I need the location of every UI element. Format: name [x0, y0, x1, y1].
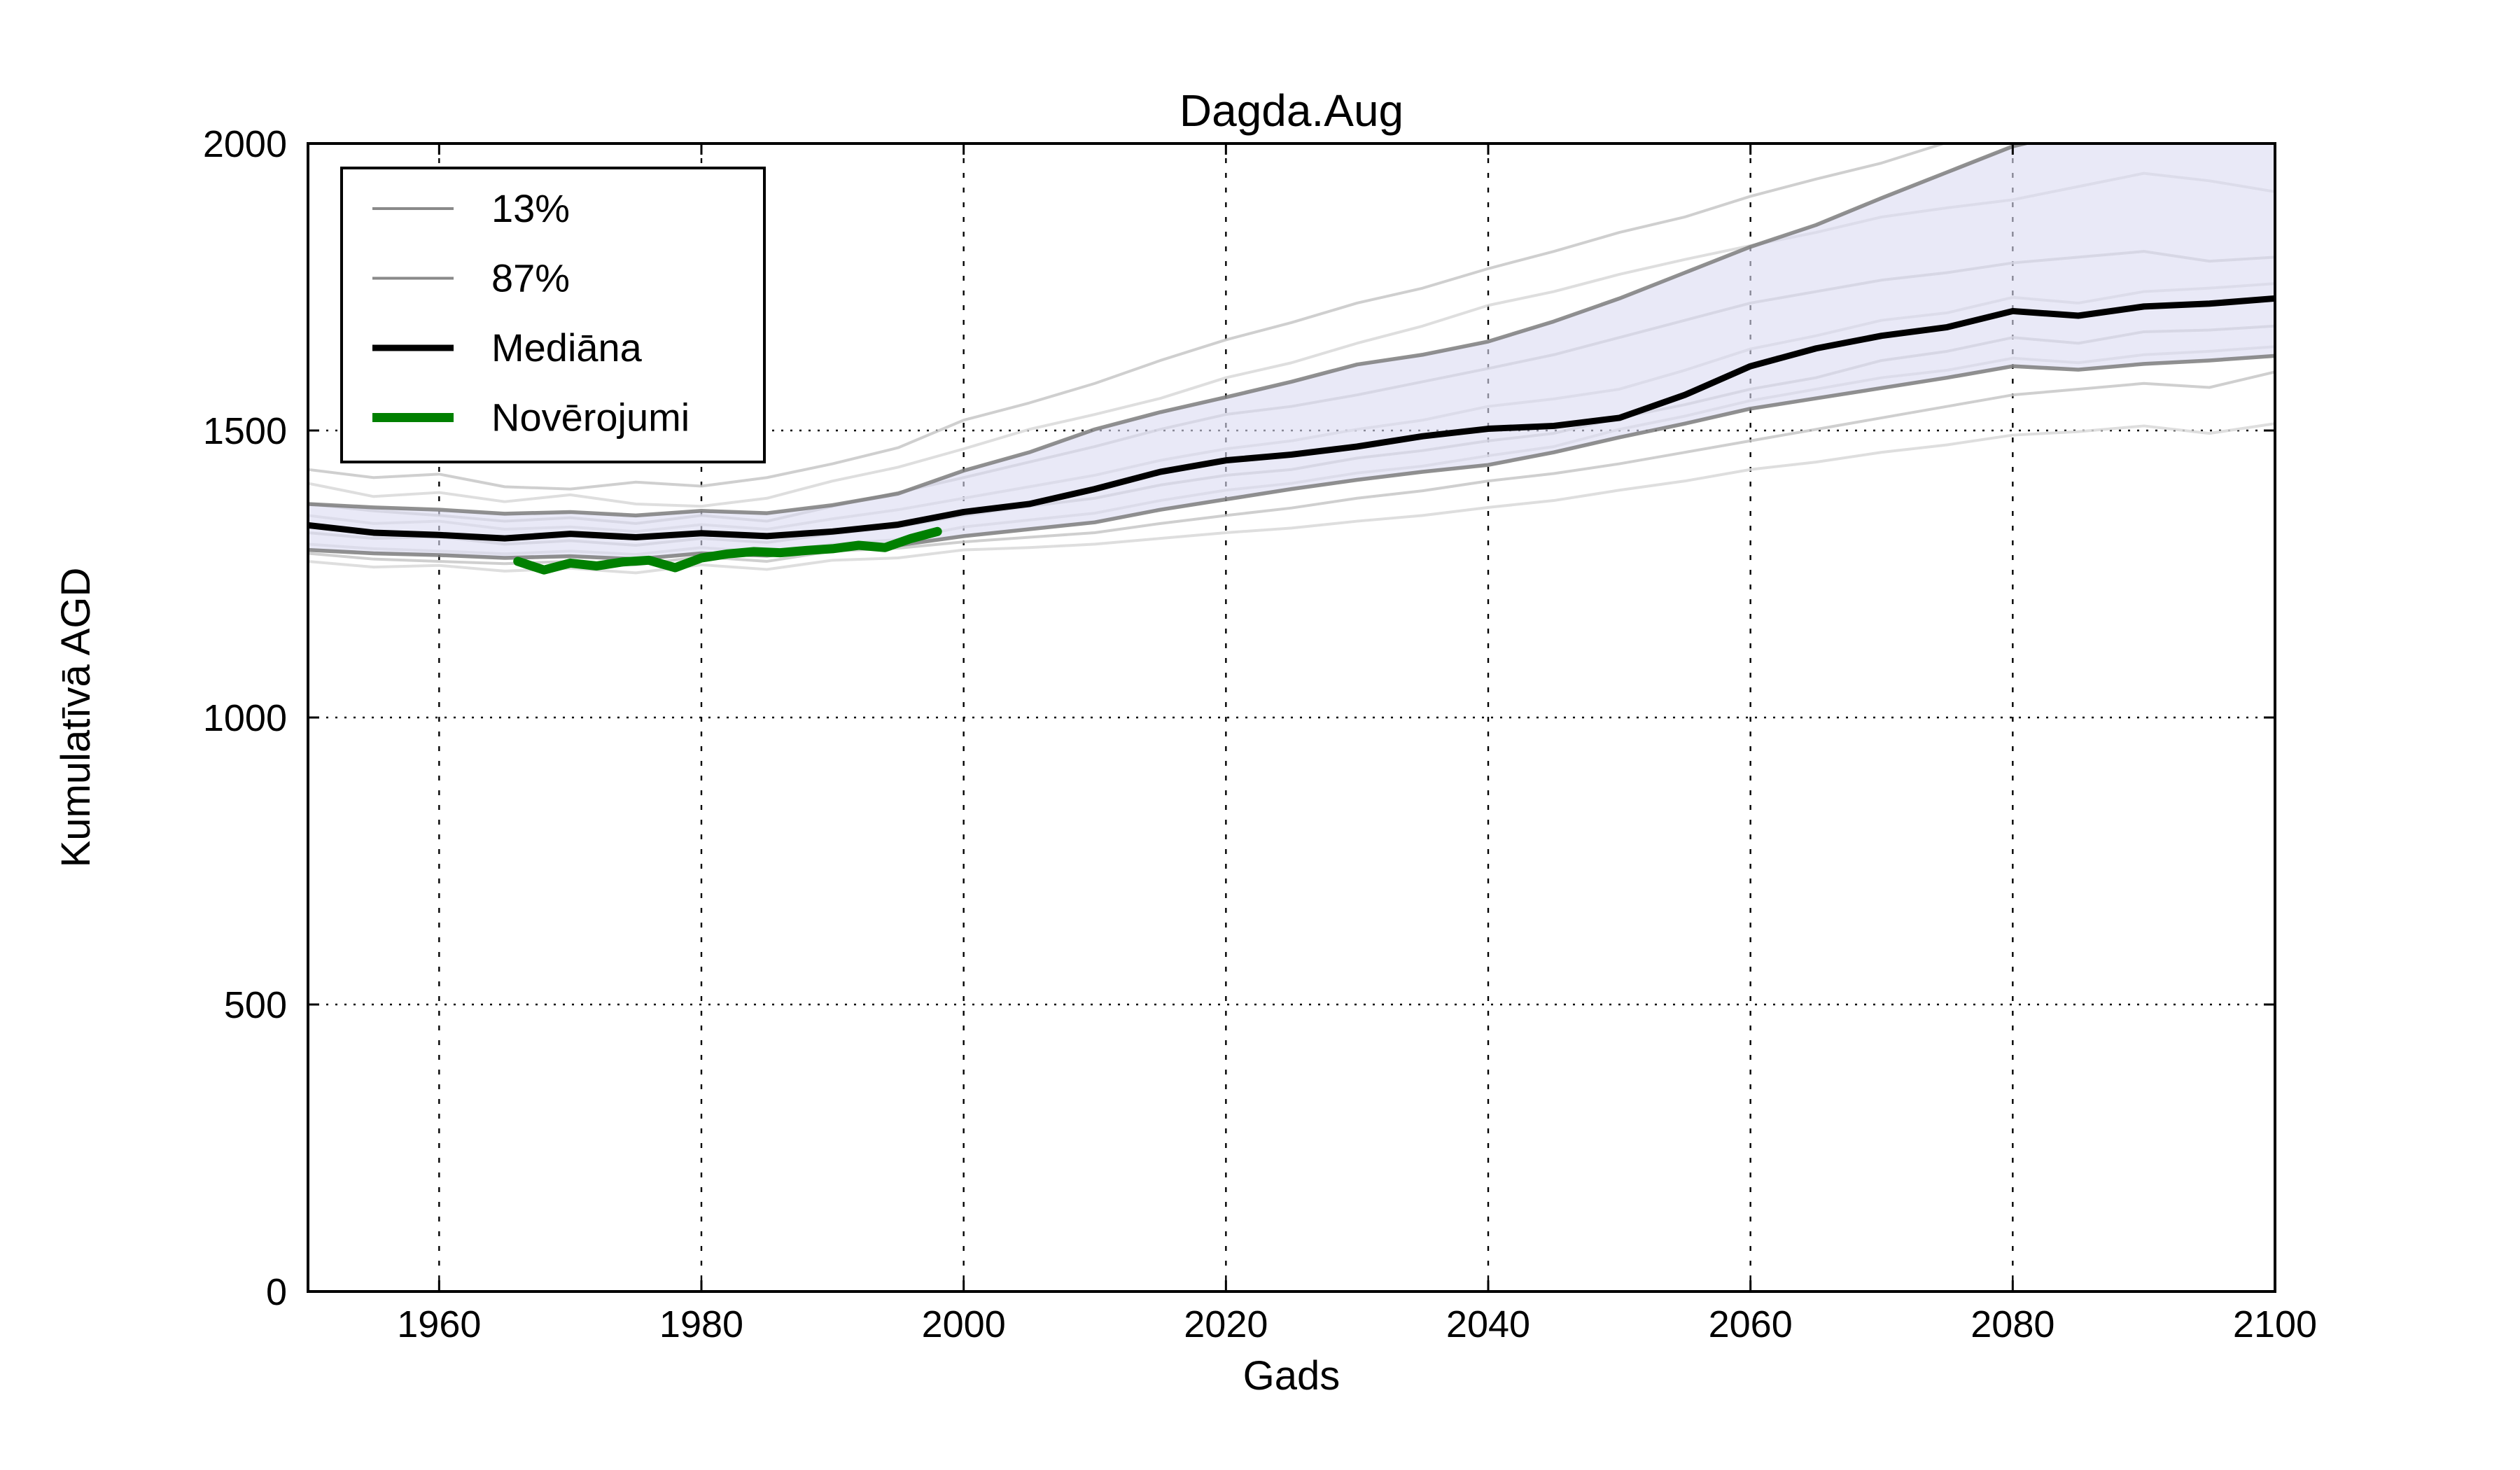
- ensemble-member-line: [308, 422, 2275, 575]
- x-tick-label: 1980: [659, 1303, 743, 1345]
- legend: 13% 87% Mediāna Novērojumi: [340, 167, 766, 463]
- x-tick-label: 2080: [1970, 1303, 2054, 1345]
- observations-line: [513, 526, 942, 575]
- y-tick-label: 1000: [203, 697, 287, 739]
- x-tick-label: 2000: [922, 1303, 1006, 1345]
- ensemble-member-line: [308, 144, 1949, 491]
- median-line: [308, 295, 2275, 542]
- main-series: [308, 295, 2275, 575]
- percentile-87-line: [308, 144, 2033, 518]
- x-tick-label: 2060: [1709, 1303, 1793, 1345]
- y-tick-label: 2000: [203, 123, 287, 165]
- x-tick-label: 2020: [1184, 1303, 1268, 1345]
- x-axis-label: Gads: [1243, 1353, 1340, 1399]
- y-tick-label: 0: [266, 1271, 287, 1313]
- legend-label-1: 13%: [491, 186, 570, 230]
- x-tick-label: 2100: [2233, 1303, 2317, 1345]
- y-tick-label: 1500: [203, 410, 287, 452]
- axis-ticks: [308, 142, 2276, 1293]
- y-tick-labels: 0 500 1000 1500 2000: [203, 123, 287, 1313]
- y-axis-label: Kumulatīvā AGD: [53, 568, 99, 868]
- percentile-band-fill: [308, 144, 2275, 559]
- x-tick-labels: 1960 1980 2000 2020 2040 2060 2080 2100: [397, 1303, 2317, 1345]
- x-tick-label: 1960: [397, 1303, 481, 1345]
- legend-label-2: 87%: [491, 256, 570, 300]
- y-tick-label: 500: [224, 984, 287, 1026]
- chart-title: Dagda.Aug: [1180, 85, 1404, 136]
- x-tick-label: 2040: [1446, 1303, 1530, 1345]
- legend-label-3: Mediāna: [491, 326, 643, 370]
- legend-label-4: Novērojumi: [491, 396, 690, 440]
